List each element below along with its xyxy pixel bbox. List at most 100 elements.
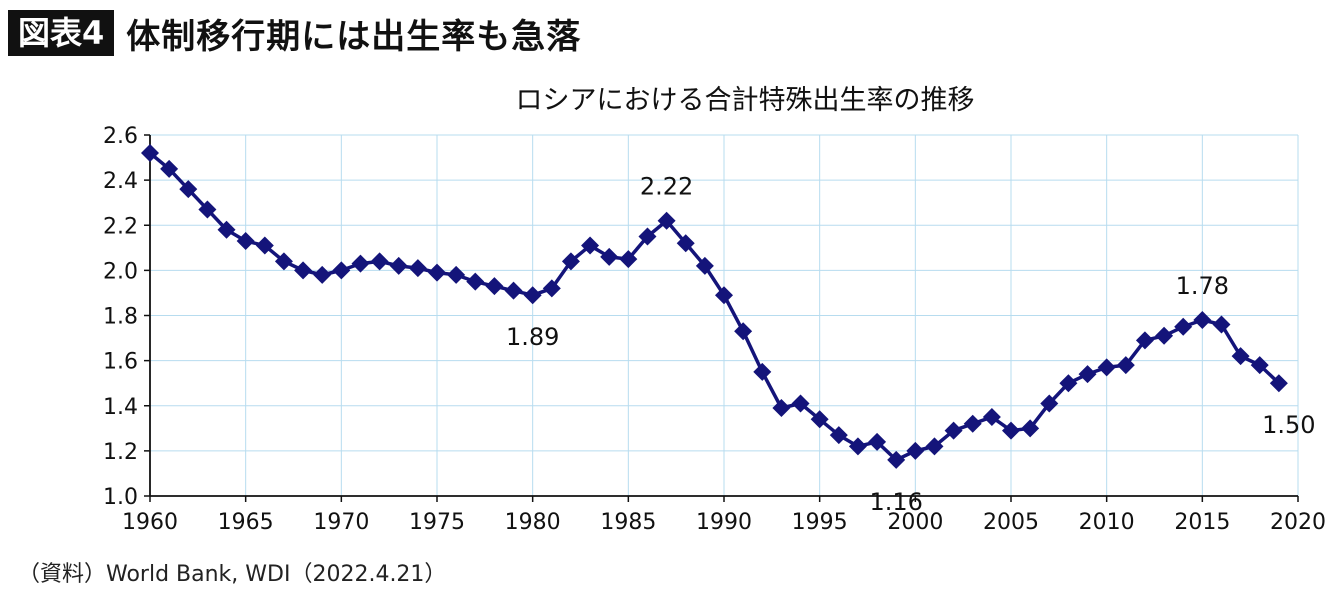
y-tick-label: 1.6 [103,350,138,375]
y-tick-label: 1.8 [103,305,138,330]
data-point-marker [332,261,351,280]
data-point-marker [829,426,848,445]
data-point-marker [887,450,906,469]
data-point-marker [466,272,485,291]
data-point-marker [1212,315,1231,334]
data-point-marker [1174,317,1193,336]
data-label: 1.89 [506,323,559,351]
data-label: 1.50 [1262,411,1315,439]
x-axis-tick-labels: 1960 1965 1970 1975 1980 1985 1990 1995 2000 2005… [122,510,1326,535]
data-point-marker [1250,356,1269,375]
data-point-marker [772,399,791,418]
x-tick-label: 1965 [218,510,274,535]
data-point-marker [542,279,561,298]
data-point-marker [274,252,293,271]
series-line [148,151,1281,462]
data-point-marker [676,234,695,253]
data-point-marker [1059,374,1078,393]
grid-lines [149,134,1299,497]
x-tick-label: 1975 [409,510,465,535]
data-point-marker [236,232,255,251]
y-tick-label: 2.6 [103,124,138,149]
data-point-marker [600,247,619,266]
data-point-marker [141,144,159,163]
data-point-marker [1097,358,1116,377]
data-point-marker [581,236,600,255]
y-tick-label: 2.0 [103,259,138,284]
x-tick-label: 2000 [887,510,943,535]
data-labels: 1.89 2.22 1.16 1.78 1.50 [506,173,1316,516]
data-point-marker [1002,421,1020,440]
data-point-marker [1116,356,1135,375]
data-point-marker [906,441,925,460]
x-tick-label: 2010 [1079,510,1135,535]
figure-header: 図表4 体制移行期には出生率も急落 [8,10,582,57]
data-label: 2.22 [640,173,693,201]
series-tfr [141,144,1288,469]
data-point-marker [1193,311,1212,330]
data-point-marker [561,252,580,271]
data-point-marker [294,261,313,280]
y-tick-label: 2.2 [103,214,138,239]
data-point-marker [619,250,638,269]
x-tick-label: 1980 [505,510,561,535]
x-tick-label: 2020 [1270,510,1326,535]
data-point-marker [1155,326,1174,345]
y-tick-label: 1.2 [103,440,138,465]
data-point-marker [160,159,179,178]
data-point-marker [217,220,236,239]
data-point-marker [179,180,198,199]
data-point-marker [351,254,370,273]
chart-axes [144,134,1299,502]
y-axis-tick-labels: 1.0 1.2 1.4 1.6 1.8 2.0 2.2 2.4 2.6 [103,124,138,510]
data-point-marker [370,252,389,271]
x-tick-label: 1985 [600,510,656,535]
x-tick-label: 1995 [792,510,848,535]
data-point-marker [791,394,810,413]
chart-title: ロシアにおける合計特殊出生率の推移 [515,85,975,116]
data-point-marker [1021,419,1040,438]
y-tick-label: 1.0 [103,485,138,510]
data-point-marker [428,263,446,282]
data-point-marker [198,200,217,219]
data-point-marker [848,437,867,456]
data-point-marker [695,256,714,275]
data-point-marker [255,236,274,255]
data-point-marker [810,410,829,429]
data-point-marker [715,286,733,305]
data-point-marker [447,265,466,284]
x-tick-label: 1970 [313,510,369,535]
y-tick-label: 1.4 [103,395,138,420]
data-point-marker [638,227,657,246]
source-note: （資料）World Bank, WDI（2022.4.21） [18,562,447,587]
data-point-marker [485,277,504,296]
data-point-marker [523,286,542,305]
data-point-marker [1231,347,1250,366]
data-point-marker [963,414,982,433]
data-point-marker [504,281,523,300]
data-point-marker [925,437,944,456]
data-point-marker [389,256,408,275]
data-point-marker [868,432,887,451]
data-point-marker [1135,331,1154,350]
x-tick-label: 2005 [983,510,1039,535]
x-tick-label: 1960 [122,510,178,535]
y-tick-label: 2.4 [103,169,138,194]
data-point-marker [657,211,676,230]
data-point-marker [982,408,1001,427]
data-point-marker [734,322,753,341]
figure-number-badge: 図表4 [8,10,115,56]
data-point-marker [753,362,772,381]
data-point-marker [313,265,332,284]
data-point-marker [944,421,963,440]
data-point-marker [408,259,427,278]
figure-title: 体制移行期には出生率も急落 [126,16,582,57]
data-label: 1.78 [1176,272,1229,300]
data-point-marker [1269,374,1288,393]
data-label: 1.16 [869,488,922,516]
data-point-marker [1078,365,1097,384]
x-tick-label: 1990 [696,510,752,535]
data-point-marker [1040,394,1059,413]
x-tick-label: 2015 [1174,510,1230,535]
